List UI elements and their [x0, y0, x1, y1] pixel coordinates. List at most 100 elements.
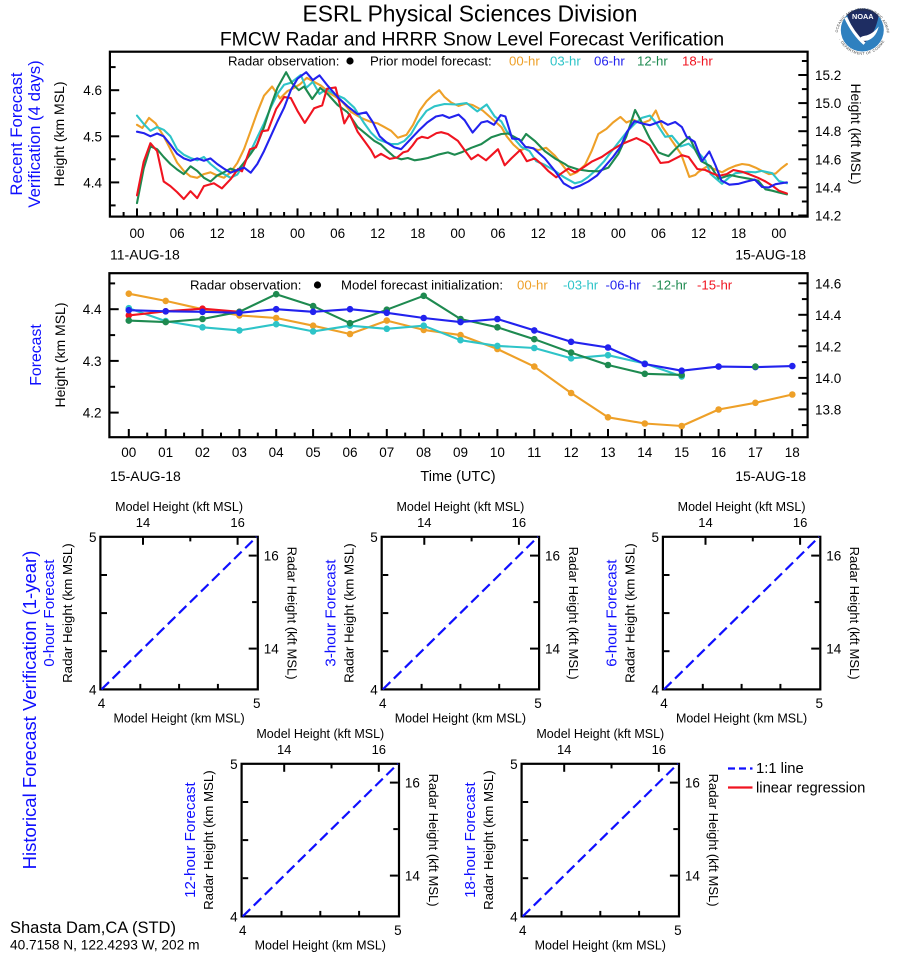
- svg-text:4: 4: [98, 696, 106, 711]
- svg-text:12: 12: [691, 226, 706, 241]
- svg-text:Model Height (km MSL): Model Height (km MSL): [676, 712, 807, 726]
- svg-text:18: 18: [571, 226, 586, 241]
- svg-text:16: 16: [711, 445, 726, 460]
- svg-text:00-hr: 00-hr: [517, 278, 548, 293]
- svg-text:12-hour Forecast: 12-hour Forecast: [182, 781, 199, 897]
- svg-text:Radar Height (kft MSL): Radar Height (kft MSL): [285, 547, 300, 680]
- svg-text:14: 14: [826, 642, 842, 657]
- svg-text:Model Height (kft MSL): Model Height (kft MSL): [536, 727, 664, 741]
- svg-text:4: 4: [660, 696, 668, 711]
- svg-text:14: 14: [264, 642, 280, 657]
- svg-text:-15-hr: -15-hr: [697, 278, 733, 293]
- svg-text:06-hr: 06-hr: [594, 54, 625, 69]
- svg-text:4.5: 4.5: [83, 129, 102, 144]
- svg-text:5: 5: [253, 696, 261, 711]
- svg-text:4: 4: [370, 682, 378, 697]
- svg-text:11: 11: [527, 445, 541, 460]
- svg-text:14.4: 14.4: [815, 180, 842, 195]
- svg-text:17: 17: [748, 445, 763, 460]
- svg-text:03-hr: 03-hr: [550, 54, 581, 69]
- svg-text:14.6: 14.6: [815, 276, 841, 291]
- svg-text:14.2: 14.2: [815, 209, 841, 224]
- svg-text:06: 06: [330, 226, 345, 241]
- svg-text:Height (km MSL): Height (km MSL): [51, 81, 67, 186]
- svg-text:14.4: 14.4: [815, 308, 842, 323]
- svg-text:18-hour Forecast: 18-hour Forecast: [462, 781, 479, 897]
- svg-text:18: 18: [785, 445, 800, 460]
- svg-text:6-hour Forecast: 6-hour Forecast: [604, 559, 621, 667]
- svg-text:Time (UTC): Time (UTC): [420, 469, 495, 485]
- svg-text:4.3: 4.3: [83, 354, 102, 369]
- svg-text:Model Height (kft MSL): Model Height (kft MSL): [256, 727, 384, 741]
- svg-text:00-hr: 00-hr: [509, 54, 540, 69]
- svg-text:12: 12: [210, 226, 225, 241]
- svg-text:Model Height (kft MSL): Model Height (kft MSL): [678, 500, 806, 514]
- svg-text:14: 14: [405, 869, 421, 884]
- svg-text:14.0: 14.0: [815, 371, 841, 386]
- svg-text:02: 02: [195, 445, 210, 460]
- svg-text:11-AUG-18: 11-AUG-18: [110, 247, 180, 263]
- svg-text:5: 5: [510, 757, 518, 772]
- svg-text:16: 16: [685, 776, 700, 791]
- svg-text:Shasta Dam,CA (STD): Shasta Dam,CA (STD): [10, 919, 176, 937]
- svg-text:1:1 line: 1:1 line: [756, 761, 804, 777]
- svg-text:12: 12: [370, 226, 385, 241]
- svg-text:Radar Height (km MSL): Radar Height (km MSL): [60, 543, 75, 683]
- svg-text:Model Height (km MSL): Model Height (km MSL): [535, 939, 666, 953]
- svg-text:18: 18: [410, 226, 425, 241]
- svg-text:00: 00: [129, 226, 144, 241]
- svg-text:14.2: 14.2: [815, 339, 841, 354]
- svg-text:Height (km MSL): Height (km MSL): [52, 302, 68, 407]
- svg-text:16: 16: [405, 776, 420, 791]
- svg-text:05: 05: [306, 445, 321, 460]
- svg-text:5: 5: [674, 923, 682, 938]
- svg-text:Height (kft MSL): Height (kft MSL): [848, 83, 864, 184]
- svg-text:14.6: 14.6: [815, 152, 841, 167]
- svg-text:5: 5: [651, 530, 659, 545]
- svg-text:3-hour Forecast: 3-hour Forecast: [322, 559, 339, 667]
- svg-text:14: 14: [698, 515, 712, 530]
- svg-text:12-hr: 12-hr: [637, 54, 668, 69]
- svg-text:14: 14: [277, 742, 291, 757]
- svg-text:-12-hr: -12-hr: [652, 278, 688, 293]
- svg-text:Model Height (kft MSL): Model Height (kft MSL): [115, 500, 243, 514]
- svg-text:06: 06: [651, 226, 666, 241]
- svg-text:13: 13: [600, 445, 615, 460]
- svg-text:5: 5: [534, 696, 542, 711]
- svg-text:06: 06: [490, 226, 505, 241]
- svg-text:FMCW Radar and HRRR Snow Level: FMCW Radar and HRRR Snow Level Forecast …: [220, 29, 724, 51]
- svg-text:0-hour Forecast: 0-hour Forecast: [41, 559, 58, 667]
- svg-text:Radar Height (km MSL): Radar Height (km MSL): [623, 543, 638, 683]
- svg-text:16: 16: [372, 742, 386, 757]
- svg-text:01: 01: [158, 445, 173, 460]
- svg-text:4: 4: [89, 682, 97, 697]
- svg-text:4: 4: [510, 909, 518, 924]
- svg-text:06: 06: [342, 445, 357, 460]
- svg-text:40.7158 N, 122.4293 W, 202 m: 40.7158 N, 122.4293 W, 202 m: [10, 938, 199, 953]
- svg-text:Radar Height (kft MSL): Radar Height (kft MSL): [706, 774, 721, 907]
- svg-text:4: 4: [230, 909, 238, 924]
- svg-text:4: 4: [239, 923, 247, 938]
- svg-text:5: 5: [394, 923, 402, 938]
- svg-text:15.2: 15.2: [815, 68, 841, 83]
- svg-text:09: 09: [453, 445, 468, 460]
- svg-text:14: 14: [685, 869, 701, 884]
- svg-text:Model Height (km MSL): Model Height (km MSL): [113, 712, 244, 726]
- svg-text:15-AUG-18: 15-AUG-18: [735, 468, 806, 484]
- svg-text:00: 00: [121, 445, 136, 460]
- svg-text:16: 16: [230, 515, 244, 530]
- svg-text:12: 12: [531, 226, 546, 241]
- svg-text:00: 00: [611, 226, 626, 241]
- svg-text:03: 03: [232, 445, 247, 460]
- svg-text:linear regression: linear regression: [756, 780, 865, 796]
- svg-text:18: 18: [731, 226, 746, 241]
- svg-text:-06-hr: -06-hr: [606, 278, 642, 293]
- svg-text:08: 08: [416, 445, 431, 460]
- svg-text:16: 16: [793, 515, 807, 530]
- svg-text:4: 4: [651, 682, 659, 697]
- svg-text:4.6: 4.6: [83, 83, 102, 98]
- svg-text:15-AUG-18: 15-AUG-18: [735, 247, 806, 263]
- svg-text:5: 5: [89, 530, 97, 545]
- svg-text:Model forecast initialization:: Model forecast initialization:: [341, 278, 503, 293]
- svg-text:5: 5: [370, 530, 378, 545]
